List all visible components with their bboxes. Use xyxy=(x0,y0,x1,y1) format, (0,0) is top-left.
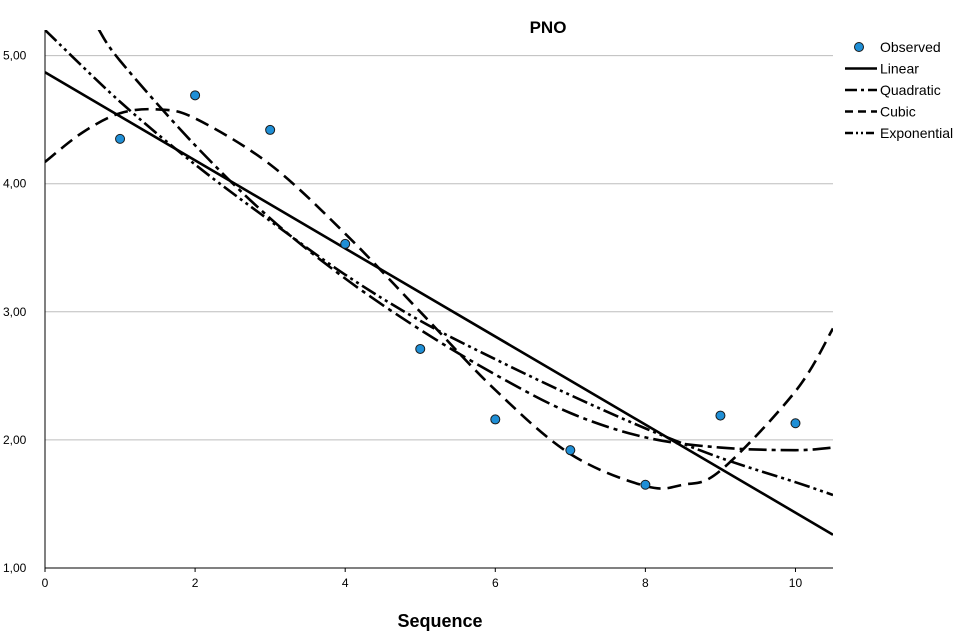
x-tick-label: 2 xyxy=(192,576,199,590)
y-tick-label: 4,00 xyxy=(3,177,27,191)
x-axis-label: Sequence xyxy=(397,611,482,631)
y-tick-label: 1,00 xyxy=(3,561,27,575)
tick-labels: 1,00 2,00 3,00 4,00 5,00 0 2 4 6 8 10 xyxy=(3,49,802,590)
fit-lines xyxy=(45,30,833,536)
legend-label: Quadratic xyxy=(880,82,941,98)
observed-point xyxy=(640,479,651,490)
observed-points xyxy=(115,90,801,490)
observed-point xyxy=(565,445,576,456)
x-tick-label: 6 xyxy=(492,576,499,590)
observed-point xyxy=(790,418,801,429)
y-tick-label: 3,00 xyxy=(3,305,27,319)
x-tick-label: 10 xyxy=(789,576,803,590)
series-line-linear xyxy=(45,71,833,536)
observed-point xyxy=(340,238,351,249)
series-line-exponential xyxy=(45,30,833,497)
y-tick-label: 2,00 xyxy=(3,433,27,447)
observed-point xyxy=(415,343,426,354)
legend-label: Exponential xyxy=(880,125,953,141)
legend-label: Cubic xyxy=(880,104,916,120)
series-line-quadratic xyxy=(97,30,833,452)
legend-label: Linear xyxy=(880,61,919,77)
observed-point xyxy=(715,410,726,421)
observed-point xyxy=(190,90,201,101)
legend-label: Observed xyxy=(880,39,941,55)
legend: Observed Linear Quadratic Cubic Exponential xyxy=(845,39,953,141)
series-line-cubic xyxy=(45,107,833,490)
axes xyxy=(44,30,833,572)
gridlines xyxy=(45,55,833,441)
observed-point xyxy=(115,133,126,144)
legend-marker-observed xyxy=(854,42,864,52)
observed-point xyxy=(265,124,276,135)
x-tick-label: 0 xyxy=(42,576,49,590)
chart-title: PNO xyxy=(530,18,567,37)
observed-point xyxy=(490,414,501,425)
x-tick-label: 4 xyxy=(342,576,349,590)
y-tick-label: 5,00 xyxy=(3,49,27,63)
x-tick-label: 8 xyxy=(642,576,649,590)
